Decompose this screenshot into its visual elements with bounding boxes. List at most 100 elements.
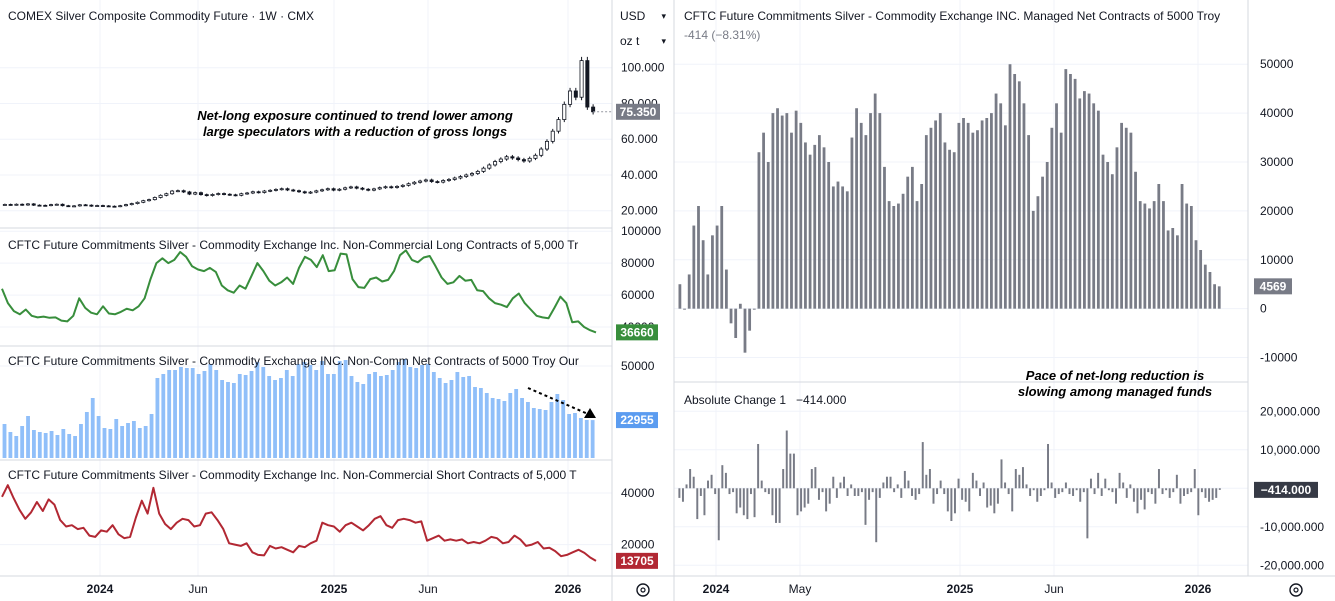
absolute-change-bar [1161, 488, 1164, 495]
unit-selector[interactable]: oz t ▾ [617, 31, 669, 51]
unit-label: oz t [620, 34, 640, 48]
managed-net-bar [1115, 147, 1119, 309]
net-contracts-bar [314, 370, 319, 458]
absolute-change-bar [732, 488, 735, 493]
gear-icon[interactable] [1289, 583, 1303, 597]
net-contracts-bar [578, 418, 583, 458]
net-contracts-bar [437, 378, 442, 458]
managed-net-bar [715, 225, 719, 309]
managed-net-bar [1148, 208, 1151, 309]
net-contracts-bar [361, 384, 366, 458]
net-contracts-bar [567, 414, 572, 458]
candle-body [395, 185, 400, 188]
candle-body [129, 203, 134, 206]
absolute-change-bar [1043, 488, 1046, 491]
managed-net-bar [1050, 127, 1054, 309]
absolute-change-bar [1143, 488, 1146, 510]
long-last-value-bg [616, 324, 658, 341]
net-contracts-bar [590, 420, 595, 458]
candle-body [371, 188, 376, 191]
absolute-change-bar [953, 488, 956, 514]
long-panel-title: CFTC Future Commitments Silver - Commodi… [8, 238, 578, 252]
candle-body [533, 154, 538, 159]
short-contracts-line [1, 484, 597, 562]
gear-icon[interactable] [636, 583, 650, 597]
absolute-change-bar [850, 484, 853, 489]
absolute-change-bar [875, 488, 878, 543]
candle-body [43, 204, 48, 207]
absolute-change-bar [1086, 488, 1089, 539]
net-contracts-bar [443, 383, 448, 458]
absolute-change-bar [907, 480, 910, 489]
price-axis-tick: 20.000 [621, 204, 658, 218]
net-contracts-bar [173, 370, 177, 458]
absolute-change-bar [832, 476, 835, 489]
managed-net-bar [771, 113, 775, 309]
managed-annotation-line-1: Pace of net-long reduction is [1025, 368, 1205, 383]
long-axis-tick: 80000 [621, 256, 655, 270]
absolute-change-bar [1218, 488, 1221, 490]
absolute-change-bar [961, 488, 964, 500]
absolute-change-bar [699, 488, 702, 496]
net-contracts-bar [237, 374, 242, 458]
candle-body [325, 188, 330, 191]
net-contracts-bar [555, 394, 560, 458]
absolute-change-bar [1197, 488, 1200, 516]
candle-body [20, 203, 25, 206]
absolute-change-bar [1150, 488, 1153, 495]
managed-net-bar [780, 115, 784, 309]
net-contracts-bar [26, 416, 30, 458]
absolute-change-bar [1186, 488, 1189, 495]
candle-body [31, 203, 36, 206]
managed-net-bar [748, 308, 752, 331]
managed-net-bar [990, 113, 993, 309]
candle-body [8, 204, 13, 206]
candle-body [60, 203, 65, 207]
price-annotation-line-1: Net-long exposure continued to trend low… [197, 108, 513, 123]
absolute-change-bar [735, 488, 738, 514]
absolute-change-bar [764, 488, 767, 493]
absolute-change-bar [796, 488, 799, 516]
absolute-change-bar [1018, 474, 1021, 489]
managed-axis-tick: 30000 [1260, 155, 1294, 169]
absolute-change-bar [846, 488, 849, 496]
managed-net-bar [976, 130, 979, 309]
candle-body [152, 197, 157, 201]
managed-net-bar [752, 308, 756, 310]
managed-net-bar [962, 118, 965, 309]
candle-body [106, 205, 111, 208]
candle-body [343, 187, 348, 190]
managed-panel-title: CFTC Future Commitments Silver - Commodi… [684, 9, 1220, 23]
managed-net-bar [1199, 250, 1203, 309]
managed-net-bar [1110, 174, 1114, 309]
candle-body [504, 156, 509, 160]
net-contracts-bar [449, 380, 454, 458]
net-contracts-bar [37, 432, 42, 458]
candle-body [591, 106, 596, 113]
managed-net-bar [720, 206, 724, 309]
candle-body [377, 187, 382, 190]
managed-net-bar [1055, 103, 1058, 309]
managed-net-bar [743, 308, 747, 353]
right-time-tick: May [789, 582, 812, 596]
net-contracts-bar [520, 398, 524, 458]
net-contracts-bar [526, 402, 530, 458]
net-contracts-bar [290, 376, 295, 458]
managed-last-value-bg [1254, 278, 1292, 295]
absolute-change-bar [986, 488, 989, 508]
currency-selector[interactable]: USD ▾ [617, 6, 669, 26]
net-contracts-bar [279, 378, 283, 458]
absolute-change-bar [893, 488, 896, 493]
absolute-change-bar [821, 488, 824, 493]
candle-body [475, 170, 480, 174]
managed-net-bar [924, 135, 928, 309]
absolute-change-bar [868, 488, 871, 500]
managed-net-bar [836, 181, 840, 309]
left-time-tick: 2026 [555, 582, 582, 596]
absolute-change-bar [996, 488, 999, 504]
net-contracts-bar [296, 364, 301, 458]
absolute-change-bar [1025, 484, 1028, 489]
candle-body [285, 188, 290, 191]
managed-net-bar [901, 193, 905, 309]
